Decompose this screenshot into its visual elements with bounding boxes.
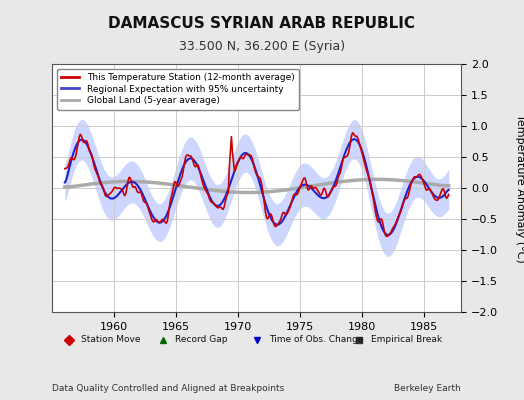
Text: Berkeley Earth: Berkeley Earth (395, 384, 461, 393)
Text: Record Gap: Record Gap (175, 336, 227, 344)
Text: Empirical Break: Empirical Break (371, 336, 442, 344)
Legend: This Temperature Station (12-month average), Regional Expectation with 95% uncer: This Temperature Station (12-month avera… (57, 68, 299, 110)
Text: 33.500 N, 36.200 E (Syria): 33.500 N, 36.200 E (Syria) (179, 40, 345, 53)
Text: Time of Obs. Change: Time of Obs. Change (269, 336, 364, 344)
Text: Data Quality Controlled and Aligned at Breakpoints: Data Quality Controlled and Aligned at B… (52, 384, 285, 393)
Y-axis label: Temperature Anomaly (°C): Temperature Anomaly (°C) (515, 114, 524, 262)
Text: Station Move: Station Move (81, 336, 140, 344)
Text: DAMASCUS SYRIAN ARAB REPUBLIC: DAMASCUS SYRIAN ARAB REPUBLIC (108, 16, 416, 31)
